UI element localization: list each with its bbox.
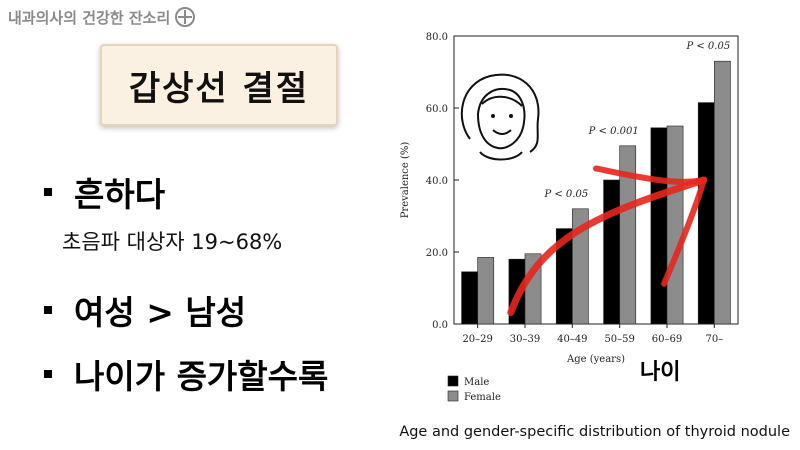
- bar-male: [603, 179, 620, 325]
- channel-name: 내과의사의 건강한 잔소리: [8, 8, 171, 27]
- bar-male: [697, 102, 715, 325]
- bullet-subtext: 초음파 대상자 19~68%: [62, 230, 283, 254]
- p-value-annotation: P < 0.001: [588, 126, 639, 137]
- bar-male: [461, 271, 478, 325]
- bullet-text: 나이가 증가할수록: [74, 357, 329, 396]
- slide-title: 갑상선 결절: [128, 68, 310, 109]
- circle-plus-icon: [175, 7, 196, 27]
- trend-arrow-head-bottom: [661, 177, 707, 287]
- y-tick-label: 40.0: [426, 176, 448, 187]
- bar-female: [572, 208, 589, 325]
- y-axis-label: Prevalence (%): [400, 142, 411, 219]
- p-value-annotation: P < 0.05: [543, 189, 588, 200]
- x-tick-label: 70–: [705, 334, 723, 345]
- bar-female: [714, 60, 731, 325]
- x-tick-label: 50–59: [604, 334, 634, 345]
- bullet-age: 나이가 증가할수록: [44, 350, 328, 398]
- woman-illustration: [460, 73, 540, 161]
- y-tick-label: 20.0: [426, 248, 448, 259]
- x-tick-label: 40–49: [557, 334, 587, 345]
- trend-arrow-head-top: [593, 165, 707, 185]
- bullet-text: 흔하다: [74, 175, 166, 214]
- age-note: 나이: [640, 360, 681, 385]
- title-card: 갑상선 결절: [100, 44, 338, 126]
- bullet-marker: [44, 306, 52, 314]
- x-tick-label: 30–39: [510, 334, 540, 345]
- y-tick-label: 80.0: [426, 32, 448, 43]
- bullet-common: 흔하다: [44, 168, 165, 216]
- bullet-text: 여성 > 남성: [74, 293, 247, 332]
- y-tick-label: 0.0: [432, 320, 448, 331]
- legend-label-female: Female: [464, 392, 501, 403]
- legend-label-male: Male: [464, 377, 489, 388]
- x-tick-label: 60–69: [652, 334, 682, 345]
- bar-female: [477, 257, 495, 325]
- bullet-marker: [44, 370, 52, 378]
- bar-female: [666, 125, 684, 325]
- legend-swatch-female: [447, 390, 459, 402]
- bar-female: [619, 145, 637, 325]
- figure-caption: Age and gender-specific distribution of …: [399, 424, 790, 440]
- trend-arrow-shaft: [507, 176, 708, 316]
- x-axis-label: Age (years): [566, 354, 625, 365]
- p-value-annotation: P < 0.05: [685, 41, 730, 52]
- y-tick-label: 60.0: [426, 104, 448, 115]
- bullet-gender: 여성 > 남성: [44, 286, 246, 334]
- bar-male: [650, 127, 668, 325]
- bullet-marker: [44, 188, 52, 196]
- x-tick-label: 20–29: [462, 334, 492, 345]
- legend-swatch-male: [447, 375, 459, 387]
- channel-header: 내과의사의 건강한 잔소리: [8, 6, 196, 28]
- prevalence-chart: 0.0 20.0 40.0 60.0 80.0 Prevalence (%) 20–29 30…: [400, 32, 739, 403]
